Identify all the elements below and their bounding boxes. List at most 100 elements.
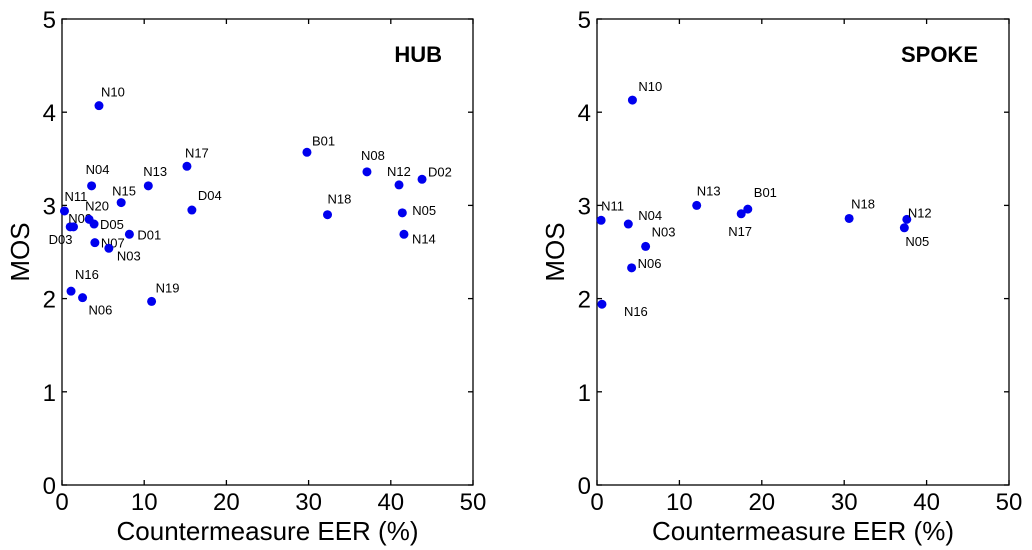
spoke-point-n16[interactable] xyxy=(597,299,607,309)
spoke-point-n12[interactable] xyxy=(902,214,912,224)
spoke-x-tick-label: 50 xyxy=(996,489,1023,516)
hub-point-label-n20: N20 xyxy=(85,198,109,213)
spoke-point-label-n05: N05 xyxy=(905,234,929,249)
spoke-point-label-n11: N11 xyxy=(601,198,624,213)
spoke-x-axis-title: Countermeasure EER (%) xyxy=(652,516,954,546)
spoke-point-n11[interactable] xyxy=(596,215,606,225)
spoke-plot-frame xyxy=(596,18,1010,486)
hub-point-label-d02: D02 xyxy=(428,164,452,179)
spoke-x-tick-label: 40 xyxy=(913,489,940,516)
hub-point-label-n12: N12 xyxy=(387,164,411,179)
spoke-y-tick-label: 0 xyxy=(578,473,591,500)
hub-point-b01[interactable] xyxy=(302,147,312,157)
hub-point-label-n18: N18 xyxy=(328,192,352,207)
hub-point-n10[interactable] xyxy=(94,101,104,111)
hub-point-n13[interactable] xyxy=(143,181,153,191)
hub-point-n04[interactable] xyxy=(87,181,97,191)
hub-point-label-n15: N15 xyxy=(112,184,136,199)
hub-point-label-n17: N17 xyxy=(185,145,209,160)
spoke-point-label-n17: N17 xyxy=(728,224,752,239)
hub-point-n14[interactable] xyxy=(399,229,409,239)
hub-point-n08[interactable] xyxy=(362,167,372,177)
spoke-point-label-n04: N04 xyxy=(638,208,662,223)
hub-y-tick-label: 1 xyxy=(43,380,56,407)
hub-y-tick-label: 2 xyxy=(43,287,56,314)
hub-y-tick-label: 3 xyxy=(43,193,56,220)
hub-point-n07[interactable] xyxy=(90,238,100,248)
hub-point-label-n06: N06 xyxy=(89,303,113,318)
hub-y-axis-title: MOS xyxy=(5,222,35,281)
hub-point-n19[interactable] xyxy=(147,296,157,306)
hub-point-label-n11: N11 xyxy=(64,189,87,204)
hub-x-tick-label: 50 xyxy=(460,489,487,516)
hub-point-label-n16: N16 xyxy=(75,267,99,282)
hub-x-tick-label: 0 xyxy=(55,489,68,516)
hub-y-tick-label: 4 xyxy=(43,100,56,127)
hub-point-label-n13: N13 xyxy=(143,164,167,179)
hub-panel-title: HUB xyxy=(394,42,442,67)
hub-point-n06[interactable] xyxy=(78,293,88,303)
hub-point-label-d04: D04 xyxy=(198,188,222,203)
hub-x-tick-label: 40 xyxy=(377,489,404,516)
spoke-point-n10[interactable] xyxy=(627,95,637,105)
spoke-panel-title: SPOKE xyxy=(901,42,978,67)
spoke-point-label-n12: N12 xyxy=(908,205,932,220)
spoke-point-b01[interactable] xyxy=(743,204,753,214)
spoke-y-tick-label: 2 xyxy=(578,287,591,314)
spoke-point-label-n16: N16 xyxy=(624,304,648,319)
spoke-point-label-n10: N10 xyxy=(638,79,662,94)
hub-point-n15[interactable] xyxy=(116,198,126,208)
hub-point-n05[interactable] xyxy=(397,208,407,218)
hub-x-axis-title: Countermeasure EER (%) xyxy=(117,516,419,546)
spoke-point-label-b01: B01 xyxy=(754,185,777,200)
hub-point-n16[interactable] xyxy=(66,286,76,296)
spoke-point-n06[interactable] xyxy=(627,263,637,273)
hub-point-d02[interactable] xyxy=(417,174,427,184)
spoke-y-tick-label: 4 xyxy=(578,100,591,127)
spoke-y-tick-label: 5 xyxy=(578,7,591,34)
hub-point-label-n05: N05 xyxy=(412,203,436,218)
spoke-point-label-n13: N13 xyxy=(697,183,721,198)
spoke-y-tick-label: 1 xyxy=(578,380,591,407)
spoke-x-tick-label: 10 xyxy=(666,489,693,516)
hub-point-label-n14: N14 xyxy=(412,231,436,246)
hub-point-d03[interactable] xyxy=(69,222,79,232)
hub-point-n03[interactable] xyxy=(104,243,114,253)
hub-point-n18[interactable] xyxy=(323,210,333,220)
hub-point-n11[interactable] xyxy=(59,206,69,216)
spoke-point-n13[interactable] xyxy=(692,200,702,210)
hub-point-label-n04: N04 xyxy=(86,162,110,177)
spoke-point-n17[interactable] xyxy=(736,209,746,219)
spoke-point-n18[interactable] xyxy=(844,213,854,223)
hub-x-tick-label: 10 xyxy=(131,489,158,516)
hub-point-label-d03: D03 xyxy=(49,232,73,247)
spoke-point-n03[interactable] xyxy=(641,241,651,251)
hub-point-d05[interactable] xyxy=(89,219,99,229)
spoke-point-label-n18: N18 xyxy=(851,196,875,211)
hub-point-label-n03: N03 xyxy=(117,248,141,263)
hub-point-label-d01: D01 xyxy=(137,227,161,242)
spoke-x-tick-label: 20 xyxy=(748,489,775,516)
spoke-x-tick-label: 30 xyxy=(831,489,858,516)
hub-plot-frame xyxy=(61,18,474,486)
hub-point-label-n10: N10 xyxy=(101,85,125,100)
hub-point-n12[interactable] xyxy=(394,180,404,190)
hub-point-label-b01: B01 xyxy=(312,133,335,148)
hub-y-tick-label: 0 xyxy=(43,473,56,500)
spoke-point-label-n06: N06 xyxy=(638,256,662,271)
hub-point-label-d05: D05 xyxy=(100,217,124,232)
spoke-y-tick-label: 3 xyxy=(578,193,591,220)
spoke-point-n05[interactable] xyxy=(899,223,909,233)
hub-x-tick-label: 20 xyxy=(213,489,240,516)
hub-point-d01[interactable] xyxy=(124,229,134,239)
spoke-y-axis-title: MOS xyxy=(540,222,570,281)
spoke-point-n04[interactable] xyxy=(623,219,633,229)
spoke-point-label-n03: N03 xyxy=(652,224,676,239)
hub-y-tick-label: 5 xyxy=(43,7,56,34)
hub-x-tick-label: 30 xyxy=(295,489,322,516)
spoke-x-tick-label: 0 xyxy=(590,489,603,516)
hub-point-d04[interactable] xyxy=(187,205,197,215)
hub-point-label-n19: N19 xyxy=(156,280,180,295)
hub-point-n17[interactable] xyxy=(182,161,192,171)
